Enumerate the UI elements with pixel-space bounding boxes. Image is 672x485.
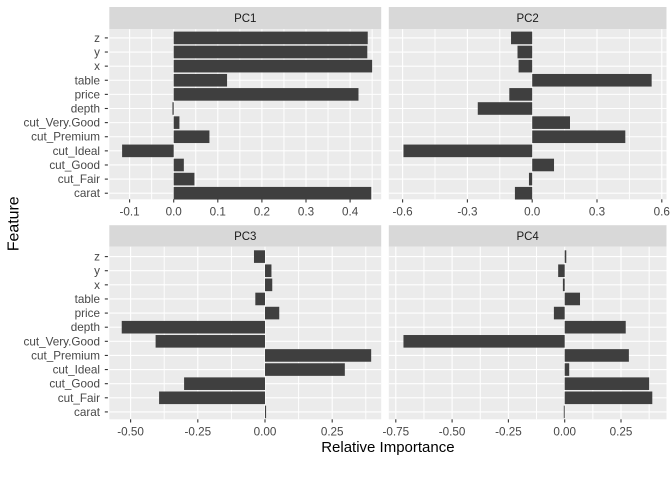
svg-text:-0.1: -0.1: [120, 205, 140, 218]
svg-text:-0.50: -0.50: [439, 425, 466, 438]
svg-text:0.00: 0.00: [254, 425, 277, 438]
svg-text:table: table: [75, 74, 100, 87]
svg-text:carat: carat: [74, 406, 101, 419]
svg-text:z: z: [94, 251, 100, 264]
svg-text:0.3: 0.3: [589, 205, 605, 218]
svg-text:-0.3: -0.3: [457, 205, 477, 218]
svg-text:price: price: [75, 88, 100, 101]
svg-text:cut_Fair: cut_Fair: [58, 173, 100, 186]
svg-text:0.6: 0.6: [654, 205, 670, 218]
svg-text:0.0: 0.0: [524, 205, 541, 218]
svg-text:cut_Good: cut_Good: [49, 378, 100, 391]
svg-text:-0.25: -0.25: [184, 425, 211, 438]
svg-text:0.0: 0.0: [166, 205, 183, 218]
svg-text:cut_Very.Good: cut_Very.Good: [24, 117, 100, 130]
svg-text:-0.25: -0.25: [495, 425, 522, 438]
svg-text:0.1: 0.1: [210, 205, 226, 218]
svg-text:y: y: [94, 265, 100, 278]
svg-text:depth: depth: [71, 103, 100, 116]
svg-text:PC3: PC3: [234, 231, 256, 243]
svg-text:0.3: 0.3: [298, 205, 314, 218]
svg-text:cut_Very.Good: cut_Very.Good: [24, 335, 100, 348]
svg-text:x: x: [94, 279, 100, 292]
svg-text:z: z: [94, 32, 100, 45]
svg-text:cut_Ideal: cut_Ideal: [53, 364, 100, 377]
svg-text:0.4: 0.4: [342, 205, 359, 218]
svg-text:-0.75: -0.75: [382, 425, 409, 438]
svg-text:Feature: Feature: [5, 196, 22, 251]
svg-text:Relative Importance: Relative Importance: [321, 439, 454, 456]
svg-text:y: y: [94, 46, 100, 59]
svg-text:price: price: [75, 307, 100, 320]
svg-text:cut_Fair: cut_Fair: [58, 392, 100, 405]
svg-text:0.2: 0.2: [254, 205, 270, 218]
svg-text:carat: carat: [74, 187, 101, 200]
svg-text:PC4: PC4: [516, 231, 539, 243]
svg-text:cut_Premium: cut_Premium: [31, 349, 100, 362]
svg-text:cut_Premium: cut_Premium: [31, 131, 100, 144]
svg-text:-0.6: -0.6: [393, 205, 413, 218]
svg-text:x: x: [94, 60, 100, 73]
svg-text:table: table: [75, 293, 100, 306]
svg-text:cut_Good: cut_Good: [49, 159, 100, 172]
svg-text:0.25: 0.25: [610, 425, 633, 438]
svg-text:0.25: 0.25: [321, 425, 344, 438]
svg-text:-0.50: -0.50: [117, 425, 144, 438]
svg-text:0.00: 0.00: [553, 425, 576, 438]
svg-text:PC1: PC1: [234, 13, 256, 25]
svg-text:cut_Ideal: cut_Ideal: [53, 145, 100, 158]
svg-text:PC2: PC2: [516, 13, 538, 25]
svg-text:depth: depth: [71, 321, 100, 334]
